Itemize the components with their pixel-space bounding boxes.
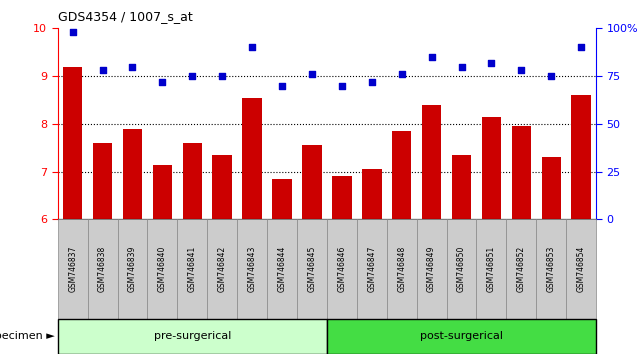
Text: GSM746852: GSM746852 bbox=[517, 246, 526, 292]
Text: GSM746854: GSM746854 bbox=[577, 246, 586, 292]
Point bbox=[337, 83, 347, 88]
Bar bbox=[392, 131, 412, 219]
Point bbox=[456, 64, 467, 69]
Bar bbox=[63, 67, 82, 219]
Point bbox=[516, 68, 526, 73]
Point bbox=[367, 79, 377, 85]
Bar bbox=[332, 176, 351, 219]
Bar bbox=[93, 143, 112, 219]
Bar bbox=[183, 143, 202, 219]
Text: GSM746851: GSM746851 bbox=[487, 246, 496, 292]
Point bbox=[426, 54, 437, 60]
Point bbox=[576, 45, 587, 50]
Text: GSM746843: GSM746843 bbox=[247, 246, 256, 292]
Text: GSM746847: GSM746847 bbox=[367, 246, 376, 292]
Point bbox=[187, 73, 197, 79]
Text: GSM746839: GSM746839 bbox=[128, 246, 137, 292]
Bar bbox=[123, 129, 142, 219]
Bar bbox=[422, 105, 441, 219]
Point bbox=[97, 68, 108, 73]
Bar bbox=[482, 117, 501, 219]
Text: GSM746840: GSM746840 bbox=[158, 246, 167, 292]
Text: GSM746846: GSM746846 bbox=[337, 246, 346, 292]
Bar bbox=[542, 157, 561, 219]
Bar bbox=[572, 95, 591, 219]
Point bbox=[67, 29, 78, 35]
Bar bbox=[153, 165, 172, 219]
Point bbox=[247, 45, 257, 50]
Text: GSM746842: GSM746842 bbox=[218, 246, 227, 292]
Text: GSM746837: GSM746837 bbox=[68, 246, 77, 292]
Text: GSM746849: GSM746849 bbox=[427, 246, 436, 292]
Bar bbox=[362, 169, 381, 219]
Text: pre-surgerical: pre-surgerical bbox=[154, 331, 231, 341]
Text: GSM746850: GSM746850 bbox=[457, 246, 466, 292]
Text: GSM746841: GSM746841 bbox=[188, 246, 197, 292]
Text: specimen ►: specimen ► bbox=[0, 331, 54, 341]
Point bbox=[307, 72, 317, 77]
Text: post-surgerical: post-surgerical bbox=[420, 331, 503, 341]
Point bbox=[487, 60, 497, 65]
Bar bbox=[303, 145, 322, 219]
Text: GSM746848: GSM746848 bbox=[397, 246, 406, 292]
Text: GSM746845: GSM746845 bbox=[308, 246, 317, 292]
Text: GSM746844: GSM746844 bbox=[278, 246, 287, 292]
Text: GSM746853: GSM746853 bbox=[547, 246, 556, 292]
Point bbox=[277, 83, 287, 88]
Bar bbox=[512, 126, 531, 219]
Point bbox=[217, 73, 228, 79]
Bar bbox=[242, 98, 262, 219]
Point bbox=[128, 64, 138, 69]
Point bbox=[157, 79, 167, 85]
Bar bbox=[272, 179, 292, 219]
Text: GDS4354 / 1007_s_at: GDS4354 / 1007_s_at bbox=[58, 10, 192, 23]
Point bbox=[397, 72, 407, 77]
Bar bbox=[212, 155, 232, 219]
Point bbox=[546, 73, 556, 79]
Text: GSM746838: GSM746838 bbox=[98, 246, 107, 292]
Bar bbox=[452, 155, 471, 219]
